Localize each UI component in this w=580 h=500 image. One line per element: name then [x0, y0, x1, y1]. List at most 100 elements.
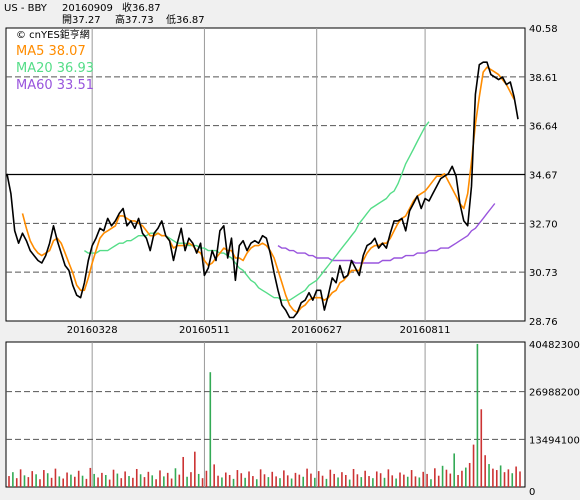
legend-ma5: MA5 38.07	[16, 44, 86, 59]
volume-bar	[279, 478, 281, 487]
volume-bar	[85, 478, 88, 487]
volume-bar	[108, 479, 111, 487]
volume-bar	[81, 475, 84, 487]
volume-bar	[58, 476, 61, 487]
volume-bar	[50, 477, 53, 487]
volume-bar	[468, 462, 471, 487]
volume-bar	[480, 409, 483, 487]
volume-bar	[337, 477, 339, 487]
date-tick: 20160328	[67, 325, 118, 336]
volume-bar	[368, 476, 370, 487]
volume-bar	[372, 478, 374, 487]
volume-bar	[294, 472, 297, 487]
volume-bar	[170, 478, 173, 487]
volume-bar	[178, 474, 181, 487]
volume-bar	[387, 469, 390, 487]
volume-y-tick: 26988200	[529, 388, 580, 399]
volume-bar	[31, 471, 34, 487]
price-y-tick: 36.64	[529, 122, 558, 133]
volume-bar	[112, 469, 115, 487]
volume-bar	[317, 471, 320, 487]
volume-bar	[248, 471, 250, 487]
volume-bar	[213, 464, 215, 487]
volume-bar	[465, 467, 467, 487]
volume-bar	[197, 473, 200, 487]
volume-bar	[228, 474, 231, 487]
volume-bar	[70, 474, 72, 487]
volume-bar	[8, 476, 10, 487]
volume-bar	[43, 470, 45, 487]
volume-bar	[325, 478, 328, 487]
volume-bar	[426, 473, 428, 487]
volume-bar	[356, 474, 359, 487]
tick-labels: 40.58 38.61 36.64 34.67 32.70 30.73 28.76 20160…	[67, 24, 580, 498]
volume-bar	[104, 474, 107, 487]
volume-bar	[255, 479, 258, 487]
price-y-tick: 28.76	[529, 317, 558, 328]
volume-bar	[120, 478, 123, 487]
volume-bar	[492, 468, 494, 487]
volume-bar	[310, 473, 312, 487]
volume-bar	[143, 477, 146, 487]
symbol: US - BBY	[4, 3, 47, 14]
volume-bar	[445, 469, 448, 487]
legend: © cnYES鉅亨網 MA5 38.07 MA20 36.93 MA60 33.…	[16, 28, 94, 93]
volume-bar	[352, 468, 355, 487]
close-price: 收36.87	[122, 3, 161, 14]
volume-bar	[97, 477, 99, 487]
volume-bar	[499, 465, 502, 487]
volume-bar	[515, 466, 517, 487]
volume-bar	[344, 474, 347, 487]
volume-bar	[375, 471, 378, 487]
volume-bar	[205, 470, 208, 487]
volume-bar	[302, 476, 305, 487]
high-price: 高37.73	[115, 15, 154, 26]
volume-bar	[449, 473, 452, 487]
volume-y-tick: 13494100	[529, 435, 580, 446]
volume-bar	[163, 476, 165, 487]
volume-bar	[217, 475, 219, 487]
volume-bar	[201, 478, 204, 487]
volume-bar	[495, 470, 498, 487]
volume-bar	[186, 476, 188, 487]
volume-bar	[93, 473, 95, 487]
price-y-tick: 40.58	[529, 24, 558, 35]
volume-bar	[434, 468, 436, 487]
volume-bar	[329, 469, 332, 487]
volume-bar	[333, 473, 335, 487]
volume-bar	[360, 477, 363, 487]
volume-bar	[511, 473, 514, 487]
volume-bar	[275, 476, 277, 487]
volume-bar	[244, 477, 246, 487]
volume-bar	[271, 471, 274, 487]
date-tick: 20160511	[179, 325, 230, 336]
volume-bar	[89, 467, 92, 487]
legend-ma60: MA60 33.51	[16, 78, 94, 93]
volume-y-tick: 40482300	[529, 340, 580, 351]
volume-bar	[132, 477, 134, 487]
volume-bar	[437, 475, 440, 487]
volume-bar	[476, 343, 479, 487]
volume-bar	[159, 470, 161, 487]
volume-bar	[414, 476, 417, 487]
volume-bar	[139, 474, 142, 487]
volume-bar	[418, 477, 421, 487]
price-y-tick: 34.67	[529, 171, 558, 182]
volume-bar	[116, 473, 119, 487]
volume-bar	[290, 478, 293, 487]
volume-bar	[395, 478, 397, 487]
volume-bar	[147, 471, 150, 487]
volume-bar	[74, 476, 76, 487]
volume-bar	[39, 479, 41, 487]
volume-bar	[259, 469, 262, 487]
date-tick: 20160627	[291, 325, 342, 336]
volume-bar	[27, 477, 30, 487]
volume-bar	[321, 475, 324, 487]
volume-bar	[391, 475, 394, 487]
volume-bar	[441, 465, 444, 487]
volume-bar	[77, 470, 80, 487]
volume-bar	[430, 479, 432, 487]
volume-bar	[66, 472, 68, 487]
volume-bar	[135, 468, 138, 487]
volume-bar	[128, 476, 130, 487]
